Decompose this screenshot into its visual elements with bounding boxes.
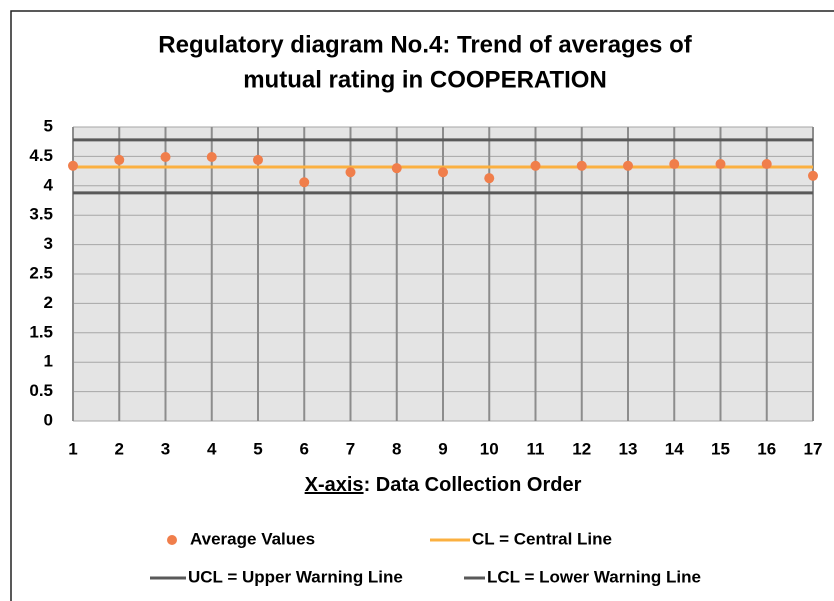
x-tick-label: 2 bbox=[115, 439, 124, 458]
data-point bbox=[669, 159, 680, 170]
x-axis-label-underlined: X-axis bbox=[305, 474, 364, 496]
data-point bbox=[484, 173, 495, 184]
data-point bbox=[160, 151, 171, 162]
x-tick-label: 12 bbox=[572, 439, 591, 458]
x-tick-label: 7 bbox=[346, 439, 355, 458]
data-point bbox=[206, 151, 217, 162]
x-tick-label: 6 bbox=[300, 439, 309, 458]
x-tick-label: 14 bbox=[665, 439, 684, 458]
data-point bbox=[114, 154, 125, 165]
y-tick-label: 3 bbox=[44, 234, 53, 253]
data-point bbox=[299, 177, 310, 188]
chart-title: mutual rating in COOPERATION bbox=[243, 66, 607, 93]
x-tick-label: 13 bbox=[619, 439, 638, 458]
y-tick-label: 0.5 bbox=[29, 381, 53, 400]
y-tick-label: 2.5 bbox=[29, 263, 53, 282]
x-tick-label: 15 bbox=[711, 439, 730, 458]
y-tick-label: 1 bbox=[44, 352, 53, 371]
y-tick-label: 4 bbox=[44, 175, 54, 194]
y-tick-label: 2 bbox=[44, 293, 53, 312]
data-point bbox=[623, 160, 633, 171]
data-point bbox=[253, 154, 263, 165]
y-tick-label: 4.5 bbox=[29, 146, 53, 165]
x-tick-label: 8 bbox=[392, 439, 401, 458]
x-tick-label: 11 bbox=[527, 439, 545, 458]
legend-marker bbox=[167, 535, 177, 545]
x-tick-label: 4 bbox=[207, 439, 217, 458]
x-tick-label: 16 bbox=[757, 439, 776, 458]
x-tick-label: 10 bbox=[480, 439, 499, 458]
legend-label: CL = Central Line bbox=[472, 529, 612, 548]
x-tick-label: 1 bbox=[68, 439, 77, 458]
x-tick-label: 5 bbox=[253, 439, 262, 458]
x-tick-label: 3 bbox=[161, 439, 170, 458]
x-tick-label: 9 bbox=[438, 439, 447, 458]
data-point bbox=[808, 170, 818, 181]
data-point bbox=[576, 160, 587, 171]
x-tick-label: 17 bbox=[804, 439, 823, 458]
data-point bbox=[391, 163, 402, 174]
data-point bbox=[345, 167, 356, 178]
data-point bbox=[68, 160, 78, 171]
data-point bbox=[438, 167, 448, 178]
y-tick-label: 3.5 bbox=[29, 205, 53, 224]
legend-label: Average Values bbox=[190, 529, 315, 548]
y-tick-label: 0 bbox=[44, 410, 53, 429]
data-point bbox=[530, 160, 541, 171]
x-axis-label: X-axis: Data Collection Order bbox=[305, 474, 582, 496]
data-point bbox=[761, 159, 772, 170]
y-tick-label: 5 bbox=[44, 116, 53, 135]
chart-title: Regulatory diagram No.4: Trend of averag… bbox=[158, 31, 692, 58]
legend-label: UCL = Upper Warning Line bbox=[188, 567, 403, 586]
y-tick-label: 1.5 bbox=[29, 322, 53, 341]
x-axis-label-rest: : Data Collection Order bbox=[364, 474, 582, 496]
data-point bbox=[715, 159, 726, 170]
legend-label: LCL = Lower Warning Line bbox=[487, 567, 701, 586]
